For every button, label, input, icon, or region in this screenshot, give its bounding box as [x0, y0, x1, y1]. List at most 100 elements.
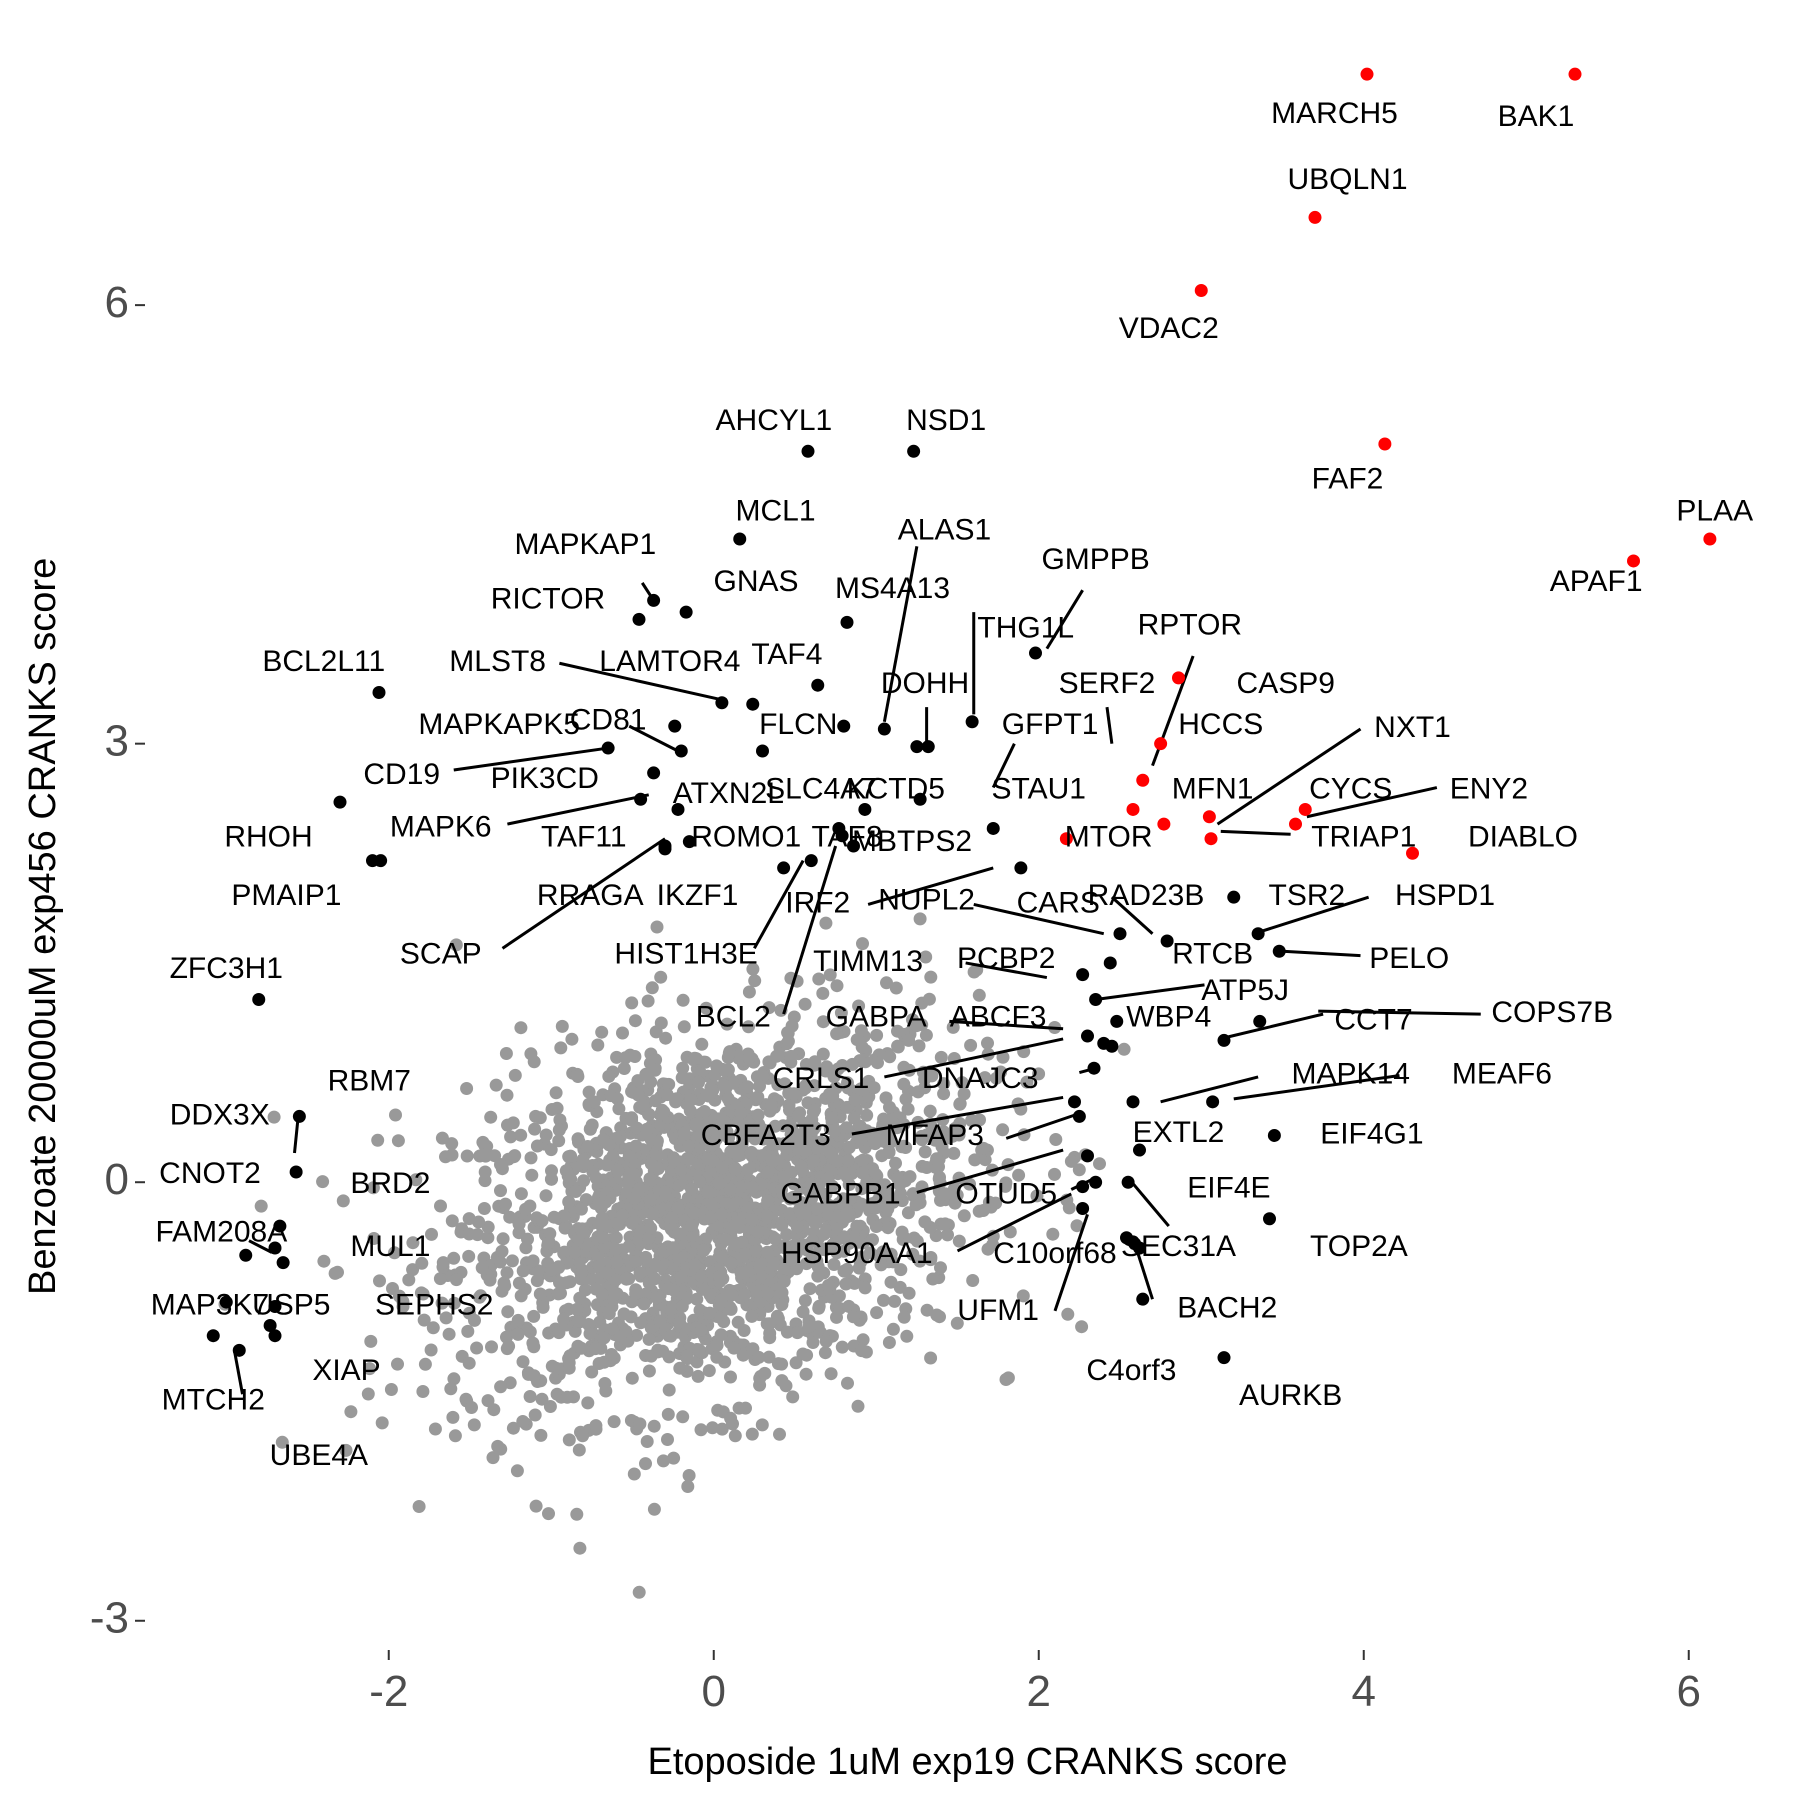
background-point — [791, 1243, 805, 1257]
background-point — [528, 1122, 542, 1136]
background-point — [889, 1156, 902, 1170]
background-point — [371, 1133, 385, 1147]
background-point — [924, 1351, 938, 1365]
background-point — [816, 1015, 830, 1029]
background-point — [647, 1502, 661, 1516]
background-point — [972, 988, 986, 1002]
background-point — [742, 985, 756, 999]
label-mul1: MUL1 — [350, 1230, 430, 1263]
background-point — [661, 1433, 674, 1446]
background-point — [647, 1419, 661, 1433]
leader-line — [1160, 1075, 1259, 1104]
point-ube4a — [232, 1343, 246, 1357]
background-point — [787, 1177, 801, 1191]
point-cnot2 — [273, 1219, 287, 1233]
background-point — [802, 1320, 816, 1334]
background-point — [610, 1287, 624, 1301]
background-point — [582, 1085, 596, 1099]
point-mtor — [1059, 832, 1073, 846]
leader-line — [232, 1350, 244, 1395]
background-point — [628, 1014, 642, 1028]
background-point — [462, 1356, 476, 1370]
background-point — [854, 1133, 868, 1147]
leader-line — [949, 1019, 1064, 1031]
background-point — [660, 1088, 674, 1102]
background-point — [564, 1149, 578, 1163]
background-point — [465, 1401, 478, 1414]
background-point — [902, 1033, 916, 1047]
background-point — [406, 1263, 420, 1277]
background-point — [435, 1131, 449, 1145]
background-point — [619, 1324, 633, 1338]
label-bach2: BACH2 — [1177, 1291, 1277, 1324]
background-point — [715, 1251, 729, 1265]
background-point — [821, 1172, 835, 1186]
background-point — [481, 1231, 495, 1245]
background-point — [977, 1141, 991, 1155]
background-point — [628, 1192, 642, 1205]
point-mcl1 — [733, 532, 747, 546]
label-nsd1: NSD1 — [906, 404, 986, 437]
background-point — [806, 1123, 820, 1137]
background-point — [712, 1269, 726, 1283]
background-point — [595, 1025, 609, 1039]
background-point — [514, 1021, 528, 1035]
background-point — [664, 1329, 678, 1343]
label-serf2: SERF2 — [1059, 667, 1156, 700]
label-cars: CARS — [1017, 886, 1100, 919]
background-point — [449, 938, 463, 952]
label-faf2: FAF2 — [1312, 462, 1384, 495]
background-point — [814, 1135, 828, 1149]
background-point — [622, 1239, 636, 1253]
background-point — [527, 1340, 541, 1354]
point-pelo — [1272, 944, 1286, 958]
label-diablo: DIABLO — [1468, 821, 1578, 854]
background-point — [1030, 1189, 1044, 1203]
background-point — [1061, 1307, 1075, 1321]
background-point — [714, 1207, 728, 1221]
background-point — [818, 1242, 832, 1256]
background-point — [901, 1102, 915, 1116]
background-point — [412, 1500, 426, 1513]
background-point — [436, 1256, 450, 1270]
background-point — [1072, 1163, 1086, 1177]
background-point — [630, 1121, 644, 1135]
leader-line — [753, 859, 805, 950]
background-point — [785, 1253, 799, 1267]
label-mfap3: MFAP3 — [886, 1119, 984, 1152]
label-abcf3: ABCF3 — [950, 1000, 1047, 1033]
background-point — [609, 1231, 623, 1245]
background-point — [880, 976, 893, 990]
background-point — [650, 920, 664, 934]
background-point — [693, 1066, 707, 1079]
background-point — [738, 1247, 752, 1261]
background-point — [963, 1177, 976, 1191]
background-point — [775, 1286, 789, 1300]
background-point — [884, 1194, 898, 1208]
label-ms4a13: MS4A13 — [835, 572, 950, 605]
background-point — [897, 1060, 911, 1074]
background-point — [767, 1256, 781, 1270]
background-point — [803, 1282, 817, 1296]
background-point — [674, 1163, 688, 1177]
background-point — [685, 1219, 699, 1232]
background-point — [677, 1020, 691, 1034]
point-nupl2 — [986, 821, 1000, 835]
point-dohh — [910, 740, 924, 754]
background-point — [721, 1092, 735, 1106]
point-bach2 — [1136, 1292, 1150, 1306]
background-point — [676, 1290, 690, 1304]
background-point — [920, 1161, 934, 1174]
background-point — [445, 1214, 459, 1228]
background-point — [751, 1225, 765, 1239]
point-hsp90aa1 — [1076, 1180, 1090, 1194]
background-point — [653, 1314, 667, 1328]
highlighted-points — [206, 67, 1717, 1365]
background-point — [665, 1211, 679, 1225]
background-point — [558, 1221, 572, 1235]
label-flcn: FLCN — [759, 708, 837, 741]
background-point — [760, 1209, 774, 1223]
background-point — [897, 1310, 911, 1324]
label-sephs2: SEPHS2 — [375, 1288, 493, 1321]
background-point — [850, 1219, 864, 1233]
